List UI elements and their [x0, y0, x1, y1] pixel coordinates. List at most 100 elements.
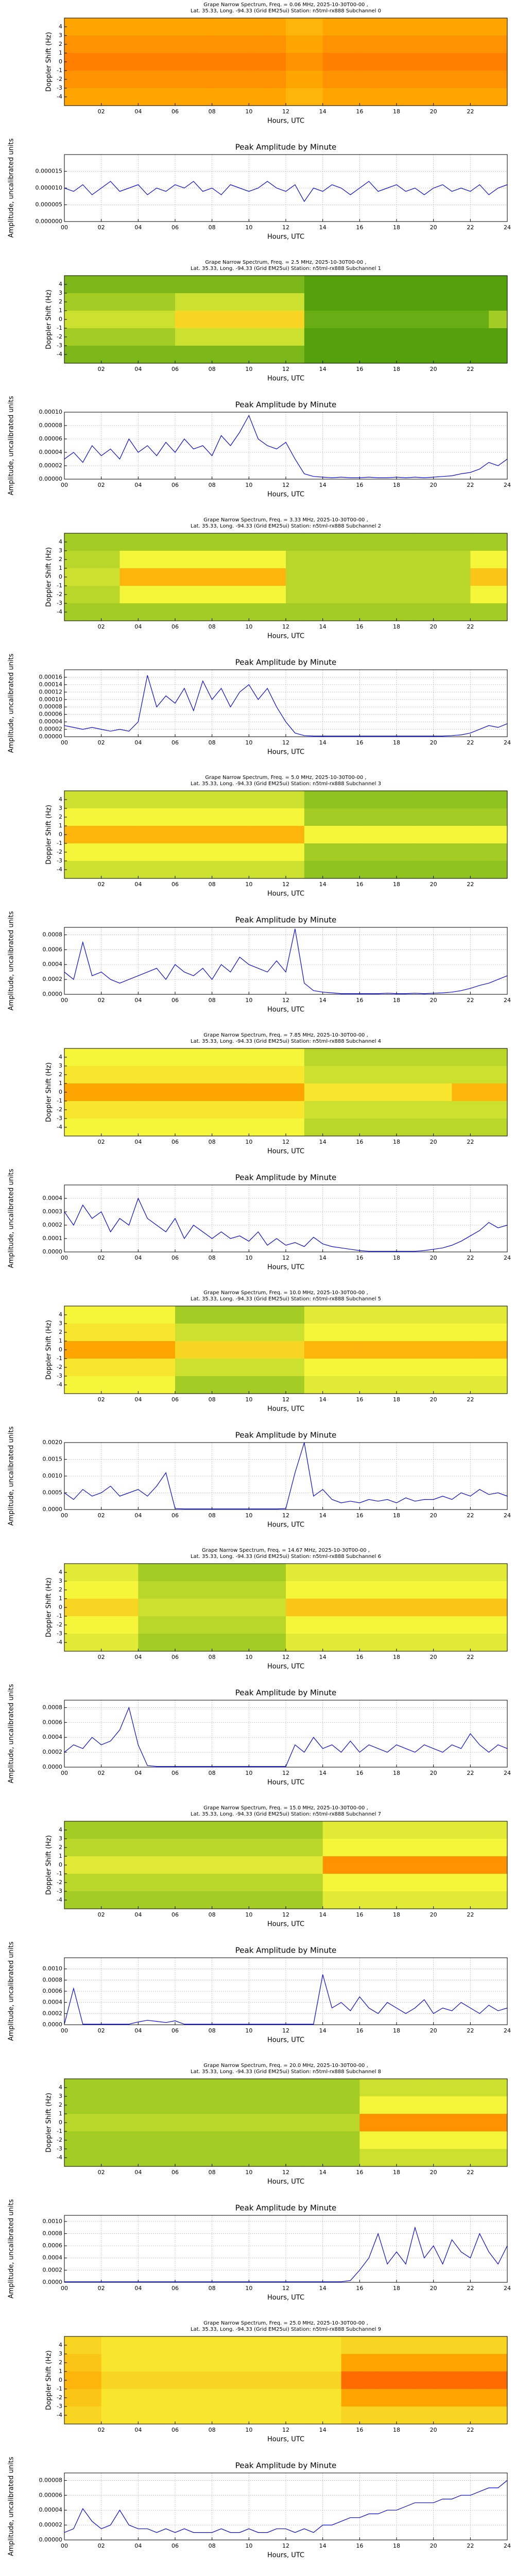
heatmap-cell	[157, 603, 176, 621]
heatmap-cell	[378, 808, 397, 826]
heatmap-cell	[230, 2389, 249, 2407]
x-tick-label: 12	[282, 482, 289, 488]
heatmap-cell	[470, 1581, 489, 1599]
heatmap-cell	[212, 2336, 231, 2354]
heatmap-cell	[304, 2354, 323, 2372]
x-tick-label: 14	[319, 623, 327, 630]
x-tick-label: 14	[319, 1512, 327, 1519]
x-tick-label: 18	[393, 1654, 400, 1660]
heatmap-cell	[470, 276, 489, 294]
heatmap-cell	[267, 1376, 286, 1394]
heatmap-cell	[157, 808, 176, 826]
x-tick-label: 06	[171, 2285, 179, 2292]
heatmap-cell	[193, 328, 213, 346]
y-tick-label: 0.00010	[39, 696, 63, 703]
heatmap-cell	[175, 826, 194, 844]
y-axis-label: Amplitude, uncalibrated units	[8, 2456, 15, 2556]
heatmap-cell	[193, 1376, 213, 1394]
heatmap-cell	[415, 53, 434, 71]
heatmap-cell	[378, 1634, 397, 1652]
heatmap-cell	[304, 18, 323, 36]
y-tick-label: 1	[59, 565, 62, 571]
heatmap-cell	[101, 2371, 120, 2389]
heatmap-cell	[230, 346, 249, 364]
heatmap-cell	[138, 2131, 157, 2149]
heatmap-cell	[249, 843, 268, 861]
heatmap-cell	[470, 1066, 489, 1084]
y-tick-label: 4	[59, 1826, 62, 1833]
x-tick-label: 20	[430, 2027, 437, 2034]
heatmap-cell	[64, 1324, 83, 1342]
heatmap-cell	[64, 2114, 83, 2132]
x-tick-label: 08	[209, 881, 216, 888]
y-axis-label: Doppler Shift (Hz)	[45, 1578, 53, 1637]
heatmap-cell	[359, 1341, 379, 1359]
heatmap-cell	[101, 1359, 120, 1377]
y-tick-label: 0	[59, 316, 62, 323]
heatmap-cell	[397, 1891, 416, 1909]
heatmap-cell	[397, 71, 416, 89]
heatmap-cell	[304, 826, 323, 844]
heatmap-cell	[359, 568, 379, 586]
heatmap-cell	[138, 2336, 157, 2354]
heatmap-cell	[119, 1634, 139, 1652]
heatmap-cell	[304, 1634, 323, 1652]
heatmap-cell	[249, 2131, 268, 2149]
heatmap-cell	[433, 276, 452, 294]
chart-subtitle: Lat. 35.33, Long. -94.33 (Grid EM25ui) S…	[191, 2069, 381, 2075]
x-tick-label: 16	[356, 2285, 363, 2292]
heatmap-cell	[304, 2406, 323, 2425]
plot-frame	[64, 275, 508, 364]
y-tick-label: 0.0020	[43, 1439, 63, 1446]
heatmap-cell	[489, 568, 508, 586]
heatmap-cell	[489, 1616, 508, 1634]
y-tick-label: 0.0000	[43, 2279, 63, 2285]
heatmap-cell	[82, 808, 102, 826]
heatmap-cell	[82, 71, 102, 89]
heatmap-cell	[433, 2079, 452, 2097]
y-tick-label: 4	[59, 1569, 62, 1575]
heatmap-cell	[415, 328, 434, 346]
heatmap-cell	[193, 1821, 213, 1839]
x-tick-label: 04	[134, 1139, 142, 1145]
chart-title: Grape Narrow Spectrum, Freq. = 10.0 MHz,…	[203, 1290, 368, 1296]
heatmap-cell	[101, 1101, 120, 1119]
x-tick-label: 02	[98, 2169, 105, 2176]
x-tick-label: 06	[171, 1654, 179, 1660]
heatmap-cell	[359, 2079, 379, 2097]
heatmap-cell	[286, 71, 305, 89]
heatmap-cell	[415, 1599, 434, 1617]
x-tick-label: 14	[319, 1654, 327, 1660]
heatmap-cell	[119, 861, 139, 879]
plot-frame	[64, 1957, 508, 2025]
y-tick-label: 0.00004	[39, 718, 63, 725]
y-tick-label: -2	[57, 1621, 62, 1628]
x-tick-label: 22	[467, 1911, 474, 1918]
heatmap-cell	[470, 603, 489, 621]
heatmap-cell	[359, 53, 379, 71]
heatmap-cell	[82, 36, 102, 54]
heatmap-cell	[359, 88, 379, 106]
x-tick-label: 16	[356, 881, 363, 888]
x-tick-label: 14	[319, 2169, 327, 2176]
x-tick-label: 16	[356, 623, 363, 630]
heatmap-cell	[341, 1839, 360, 1857]
heatmap-cell	[322, 53, 341, 71]
heatmap-cell	[415, 533, 434, 551]
heatmap-cell	[452, 2354, 471, 2372]
heatmap-cell	[101, 533, 120, 551]
heatmap-cell	[230, 533, 249, 551]
x-tick-label: 04	[134, 482, 142, 488]
chart-title: Peak Amplitude by Minute	[235, 916, 336, 925]
heatmap-cell	[304, 36, 323, 54]
heatmap-cell	[157, 2406, 176, 2425]
heatmap-cell	[304, 586, 323, 604]
x-tick-label: 12	[282, 1770, 289, 1776]
y-tick-label: 0.0004	[43, 1734, 63, 1740]
heatmap-cell	[378, 1821, 397, 1839]
heatmap-cell	[175, 18, 194, 36]
heatmap-cell	[304, 1891, 323, 1909]
heatmap-cell	[359, 1616, 379, 1634]
heatmap-cell	[119, 1599, 139, 1617]
x-tick-label: 06	[171, 881, 179, 888]
